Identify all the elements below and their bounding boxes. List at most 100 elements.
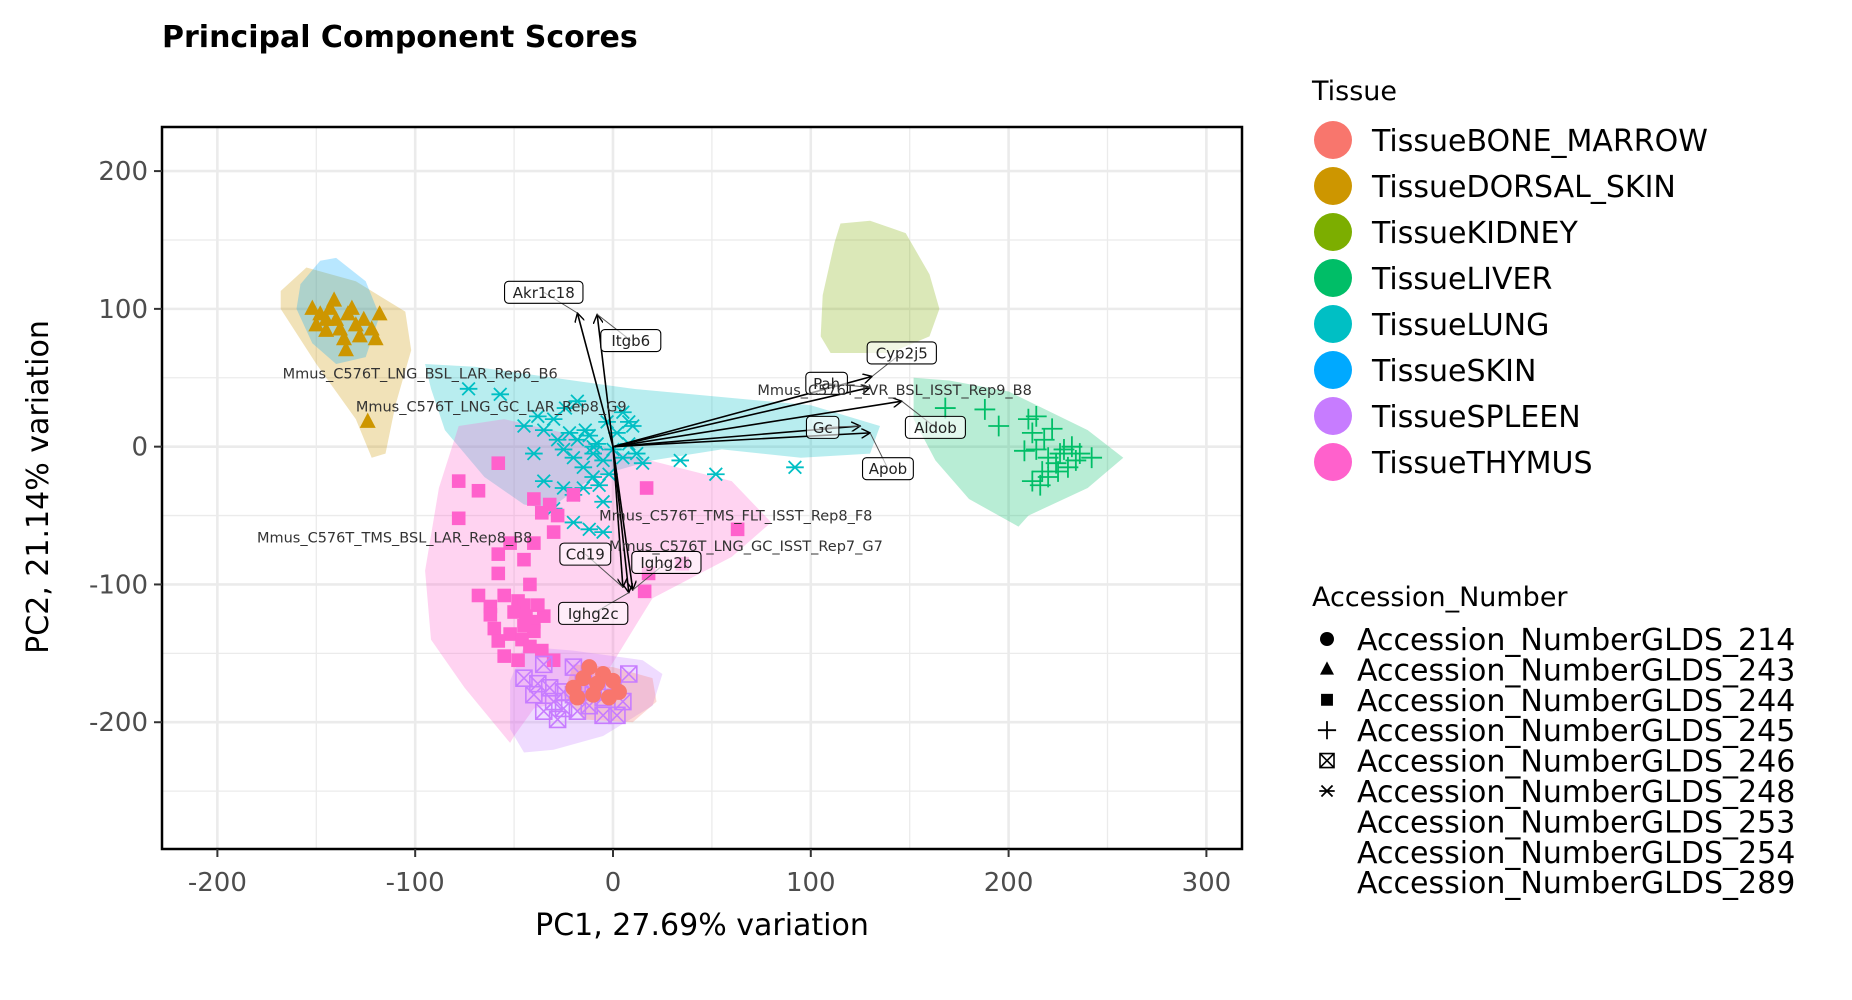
point-square	[507, 605, 521, 619]
point-plus	[1317, 721, 1337, 740]
point-square	[531, 598, 545, 612]
point-triangle	[322, 299, 339, 315]
panel-background	[162, 127, 1242, 849]
point-square	[471, 588, 486, 603]
loading-label-box	[504, 280, 584, 304]
point-asterisk	[590, 478, 608, 493]
point-asterisk	[594, 494, 612, 509]
point-circle	[601, 689, 618, 706]
loading-label-box	[805, 415, 840, 439]
point-plus	[1025, 439, 1047, 460]
point-boxx	[534, 655, 553, 674]
y-tick-label: -200	[89, 708, 148, 738]
point-square	[536, 609, 551, 623]
legend-label-accession: Accession_NumberGLDS_248	[1357, 775, 1795, 810]
point-square	[639, 481, 654, 495]
point-square	[503, 627, 517, 641]
grid-lines	[162, 127, 1242, 849]
point-plus	[1031, 461, 1053, 482]
x-tick-label: 0	[605, 868, 622, 898]
point-square	[511, 653, 525, 668]
legend-label-tissue: TissueSPLEEN	[1371, 400, 1581, 435]
loading-label-aldob: Aldob	[914, 419, 957, 437]
point-asterisk	[556, 401, 575, 416]
point-plus	[1017, 408, 1039, 430]
point-triangle	[359, 412, 376, 428]
point-asterisk	[568, 394, 587, 409]
loading-label-ighg2c: Ighg2c	[568, 605, 619, 623]
point-plus	[1041, 418, 1063, 440]
sample-points	[304, 291, 1103, 729]
point-plus	[1061, 436, 1083, 458]
point-square	[491, 456, 506, 470]
loading-label-ighg2b: Ighg2b	[640, 554, 692, 572]
point-asterisk	[671, 453, 690, 468]
loading-arrows: Akr1c18 Itgb6 Cyp2j5 Pah Aldob Gc Apob Cd19 Ighg…	[504, 280, 966, 625]
axis-ticks: -200 -100 0 100 200 300 -200 -100 0 100 200	[89, 157, 1231, 898]
point-plus	[1049, 443, 1071, 464]
legend-label-accession: Accession_NumberGLDS_243	[1357, 653, 1795, 688]
legend-label-tissue: TissueLUNG	[1371, 308, 1549, 343]
loading-label-cyp2j5: Cyp2j5	[876, 344, 928, 362]
hull-liver	[913, 377, 1124, 527]
accession-legend: Accession_Number Accession_NumberGLDS_21…	[1312, 582, 1795, 901]
point-asterisk	[584, 470, 603, 484]
point-square	[451, 511, 466, 526]
y-tick-label: -100	[89, 570, 148, 600]
point-square	[730, 522, 745, 537]
point-boxx	[620, 665, 638, 683]
point-plus	[988, 415, 1010, 437]
legend-label-accession: Accession_NumberGLDS_214	[1357, 623, 1795, 658]
point-square	[497, 649, 511, 663]
point-triangle	[367, 329, 384, 346]
point-asterisk	[580, 522, 599, 537]
loading-label-itgb6: Itgb6	[611, 332, 650, 350]
legend-swatch-skin	[1314, 351, 1352, 389]
legend-label-accession: Accession_NumberGLDS_245	[1357, 714, 1795, 749]
point-triangle	[326, 291, 343, 307]
point-plus	[1081, 447, 1103, 469]
loading-label-box	[558, 601, 629, 625]
loading-arrow-pah	[612, 387, 870, 448]
point-square	[487, 621, 502, 636]
loading-label-cd19: Cd19	[566, 546, 605, 564]
point-triangle	[304, 299, 321, 315]
loading-label-box	[861, 457, 914, 481]
point-asterisk	[594, 525, 612, 540]
point-asterisk	[633, 456, 652, 471]
loading-label-box	[805, 371, 848, 395]
tissue-legend-title: Tissue	[1311, 76, 1397, 107]
point-asterisk	[584, 446, 603, 461]
point-boxx	[608, 706, 626, 725]
legend-swatch-lung	[1314, 305, 1352, 343]
point-plus	[974, 399, 996, 420]
point-square	[550, 508, 565, 523]
plot-panel: Akr1c18 Itgb6 Cyp2j5 Pah Aldob Gc Apob Cd19 Ighg…	[160, 125, 1244, 851]
legend-label-tissue: TissueKIDNEY	[1371, 216, 1578, 251]
point-triangle	[308, 316, 325, 332]
loading-label-pah: Pah	[813, 375, 840, 393]
loading-label-akr1c18: Akr1c18	[513, 284, 575, 302]
loading-arrow-ighg2c	[612, 446, 629, 593]
loading-label-box	[559, 542, 612, 566]
legend-label-accession: Accession_NumberGLDS_289	[1357, 866, 1795, 901]
point-plus	[1045, 452, 1067, 474]
legend-label-tissue: TissueLIVER	[1371, 262, 1552, 297]
point-circle	[1320, 632, 1334, 646]
sample-label: Mmus_C576T_LNG_BSL_LAR_Rep6_B6	[283, 367, 558, 383]
legend-label-tissue: TissueSKIN	[1371, 354, 1536, 389]
loading-arrow-akr1c18	[577, 313, 614, 447]
loading-arrow-cd19	[612, 446, 623, 588]
legend-swatch-bone-marrow	[1314, 121, 1352, 159]
point-asterisk	[614, 405, 632, 420]
point-asterisk	[529, 409, 547, 424]
point-asterisk	[584, 439, 603, 454]
point-circle	[575, 670, 592, 687]
point-asterisk	[491, 387, 510, 402]
point-square	[523, 577, 537, 592]
point-square	[527, 492, 541, 506]
point-asterisk	[544, 412, 563, 427]
chart-title: Principal Component Scores	[162, 20, 638, 55]
legend-swatch-spleen	[1314, 397, 1352, 435]
